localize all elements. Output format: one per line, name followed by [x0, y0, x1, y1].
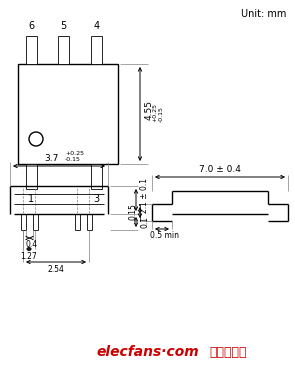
Bar	[58, 36, 69, 64]
Text: 7.0 ± 0.4: 7.0 ± 0.4	[199, 165, 241, 174]
Text: 4: 4	[94, 21, 99, 31]
Text: 1: 1	[28, 194, 35, 204]
Text: 1.27: 1.27	[21, 252, 37, 261]
Text: 6: 6	[28, 21, 35, 31]
Bar	[26, 164, 37, 189]
Bar	[91, 36, 102, 64]
Text: 0.1: 0.1	[140, 216, 149, 228]
Text: +0.25
-0.15: +0.25 -0.15	[65, 151, 84, 162]
Text: 0.5 min: 0.5 min	[150, 231, 178, 240]
Text: 4.55: 4.55	[145, 100, 154, 120]
Text: 2.1 ± 0.1: 2.1 ± 0.1	[140, 178, 149, 212]
Text: 0.15: 0.15	[128, 203, 137, 220]
Bar	[91, 164, 102, 189]
Text: 电子发烧友: 电子发烧友	[209, 346, 247, 359]
Text: 0.4: 0.4	[25, 240, 37, 249]
Text: +0.25
-0.15: +0.25 -0.15	[152, 102, 163, 122]
Text: Unit: mm: Unit: mm	[241, 9, 286, 19]
Text: 5: 5	[60, 21, 67, 31]
Text: elecfans·com: elecfans·com	[97, 345, 199, 359]
Text: 3: 3	[94, 194, 99, 204]
Text: 2.54: 2.54	[47, 265, 64, 274]
Bar	[26, 36, 37, 64]
Bar	[18, 64, 118, 164]
Text: 3.7: 3.7	[44, 154, 58, 163]
